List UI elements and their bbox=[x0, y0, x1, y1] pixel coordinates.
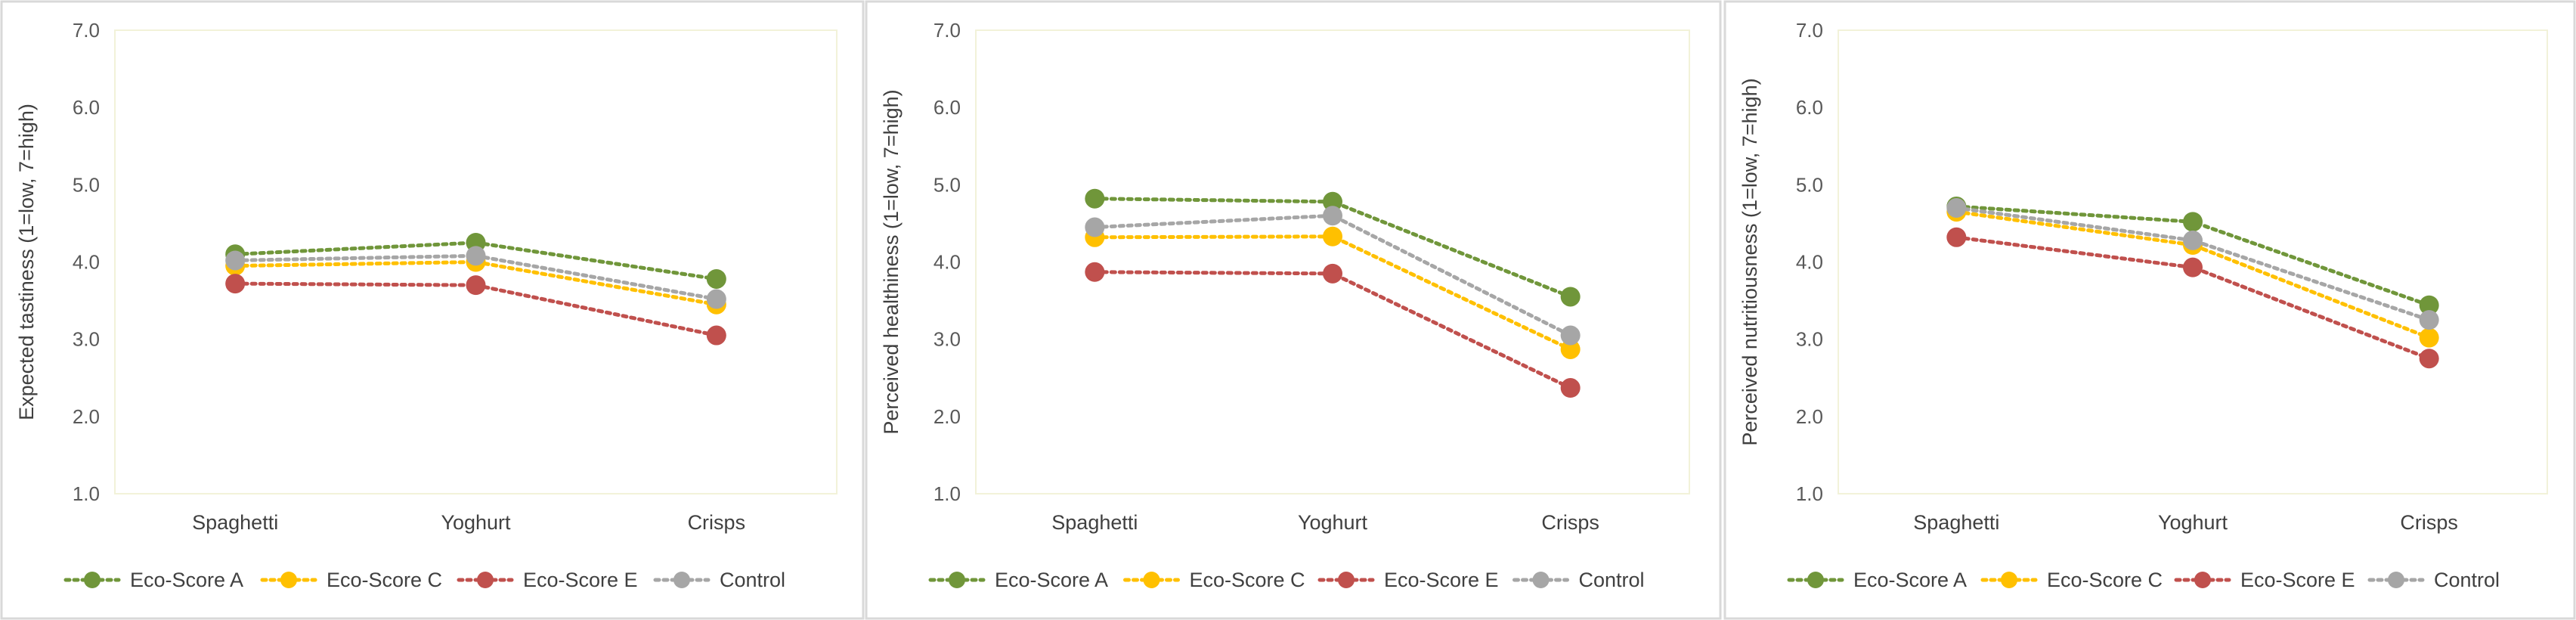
data-point bbox=[1560, 325, 1581, 346]
legend-marker bbox=[949, 572, 965, 588]
y-tick-label: 4.0 bbox=[73, 251, 100, 274]
x-category-label: Yoghurt bbox=[1298, 511, 1368, 534]
legend-marker bbox=[1532, 572, 1550, 588]
data-point bbox=[2183, 212, 2203, 232]
data-point bbox=[466, 246, 486, 266]
legend-label: Control bbox=[720, 569, 785, 591]
x-category-label: Crisps bbox=[2400, 511, 2458, 534]
legend-label: Control bbox=[2434, 569, 2500, 591]
data-point bbox=[1323, 206, 1342, 226]
series-line-2 bbox=[1954, 209, 2432, 340]
y-tick-label: 4.0 bbox=[1796, 251, 1823, 274]
y-axis-title: Expected tastiness (1=low, 7=high) bbox=[15, 104, 38, 420]
x-category-label: Yoghurt bbox=[2158, 511, 2228, 534]
legend-label: Eco-Score E bbox=[2240, 569, 2355, 591]
y-tick-label: 5.0 bbox=[73, 173, 100, 196]
data-point bbox=[225, 274, 246, 294]
legend-marker bbox=[1807, 572, 1824, 588]
chart-panel-1: 1.0 2.0 3.0 4.0 5.0 6.0 7.0 Spaghetti Yoghurt Cri… bbox=[0, 0, 865, 620]
data-point bbox=[1323, 191, 1342, 212]
data-point bbox=[1323, 263, 1342, 284]
data-point bbox=[1323, 226, 1342, 246]
x-category-label: Crisps bbox=[688, 511, 746, 534]
legend-label: Eco-Score E bbox=[1384, 569, 1499, 591]
data-point bbox=[1085, 217, 1105, 237]
y-tick-label: 6.0 bbox=[933, 96, 961, 119]
data-point bbox=[2183, 230, 2203, 250]
y-tick-label: 1.0 bbox=[933, 482, 961, 505]
panel-border bbox=[865, 0, 1722, 620]
y-tick-label: 6.0 bbox=[1796, 96, 1823, 119]
legend-label: Eco-Score C bbox=[1190, 569, 1305, 591]
data-point bbox=[1946, 197, 1967, 218]
y-tick-label: 3.0 bbox=[933, 328, 961, 351]
legend-label: Eco-Score A bbox=[130, 569, 243, 591]
y-tick-label: 3.0 bbox=[73, 328, 100, 351]
data-point bbox=[2419, 310, 2439, 330]
data-point bbox=[2419, 349, 2439, 369]
legend-label: Eco-Score C bbox=[327, 569, 442, 591]
y-tick-label: 1.0 bbox=[73, 482, 100, 505]
y-tick-label: 2.0 bbox=[933, 405, 961, 428]
data-point bbox=[1085, 262, 1105, 282]
y-tick-label: 7.0 bbox=[1796, 19, 1823, 42]
data-point bbox=[2419, 295, 2439, 315]
legend-marker bbox=[2194, 572, 2211, 588]
data-point bbox=[1560, 339, 1581, 359]
x-category-label: Crisps bbox=[1541, 511, 1599, 534]
chart-panel-3: 1.0 2.0 3.0 4.0 5.0 6.0 7.0 Spaghetti Yoghurt Cri… bbox=[1723, 0, 2576, 620]
data-point bbox=[2183, 257, 2203, 277]
legend-label: Eco-Score A bbox=[1853, 569, 1967, 591]
y-tick-label: 7.0 bbox=[73, 19, 100, 42]
legend-label: Eco-Score E bbox=[523, 569, 638, 591]
y-tick-label: 4.0 bbox=[933, 251, 961, 274]
legend-marker bbox=[477, 572, 494, 588]
legend-label: Control bbox=[1579, 569, 1645, 591]
legend-label: Eco-Score A bbox=[995, 569, 1108, 591]
data-point bbox=[1085, 188, 1105, 209]
legend-marker bbox=[673, 572, 690, 588]
data-point bbox=[706, 268, 726, 289]
data-point bbox=[706, 289, 726, 309]
data-point bbox=[706, 325, 726, 346]
legend-marker bbox=[1143, 572, 1160, 588]
y-tick-label: 5.0 bbox=[1796, 173, 1823, 196]
y-tick-label: 2.0 bbox=[73, 405, 100, 428]
data-point bbox=[2419, 327, 2439, 348]
legend-marker bbox=[2001, 572, 2017, 588]
chart-panel-2: 1.0 2.0 3.0 4.0 5.0 6.0 7.0 Spaghetti Yoghurt Cri… bbox=[865, 0, 1722, 620]
data-point bbox=[1560, 287, 1581, 307]
y-axis-title: Perceived nutritiousness (1=low, 7=high) bbox=[1738, 78, 1761, 445]
legend-marker bbox=[84, 572, 101, 588]
series-line-4 bbox=[1954, 206, 2432, 322]
y-tick-label: 6.0 bbox=[73, 96, 100, 119]
legend-marker bbox=[280, 572, 297, 588]
x-category-label: Yoghurt bbox=[441, 511, 511, 534]
data-point bbox=[466, 275, 486, 296]
y-tick-label: 1.0 bbox=[1796, 482, 1823, 505]
y-tick-label: 5.0 bbox=[933, 173, 961, 196]
legend-marker bbox=[1338, 572, 1355, 588]
y-tick-label: 3.0 bbox=[1796, 328, 1823, 351]
x-category-label: Spaghetti bbox=[1051, 511, 1138, 534]
legend-label: Eco-Score C bbox=[2047, 569, 2163, 591]
y-axis-title: Perceived healthiness (1=low, 7=high) bbox=[880, 89, 903, 434]
plot-area bbox=[114, 29, 838, 494]
x-category-label: Spaghetti bbox=[192, 511, 278, 534]
y-tick-label: 2.0 bbox=[1796, 405, 1823, 428]
y-tick-label: 7.0 bbox=[933, 19, 961, 42]
legend-marker bbox=[2388, 572, 2404, 588]
x-category-label: Spaghetti bbox=[1913, 511, 1999, 534]
plot-area bbox=[975, 29, 1690, 494]
plot-area bbox=[1838, 29, 2548, 494]
data-point bbox=[1946, 227, 1967, 247]
data-point bbox=[1560, 378, 1581, 398]
data-point bbox=[225, 250, 246, 271]
